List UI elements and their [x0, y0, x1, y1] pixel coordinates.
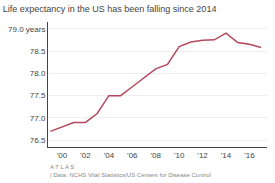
svg-text:Life expectancy in the US has: Life expectancy in the US has been falli…	[3, 4, 217, 14]
svg-text:'04: '04	[104, 151, 115, 160]
svg-text:77.5: 77.5	[30, 91, 46, 100]
svg-text:A T L A S: A T L A S	[50, 164, 74, 170]
svg-text:'16: '16	[244, 151, 255, 160]
svg-text:'02: '02	[80, 151, 91, 160]
svg-text:79.0 years: 79.0 years	[8, 25, 45, 34]
svg-text:| Data: NCHS Vital Statistics/: | Data: NCHS Vital Statistics/US Centers…	[50, 172, 211, 178]
svg-text:78.5: 78.5	[30, 47, 46, 56]
svg-text:'14: '14	[221, 151, 232, 160]
svg-text:'10: '10	[174, 151, 185, 160]
svg-text:78.0: 78.0	[30, 69, 46, 78]
svg-text:'06: '06	[127, 151, 138, 160]
svg-text:'00: '00	[57, 151, 68, 160]
svg-text:76.5: 76.5	[30, 136, 46, 145]
svg-text:77.0: 77.0	[30, 114, 46, 123]
svg-text:'08: '08	[151, 151, 162, 160]
svg-text:'12: '12	[197, 151, 208, 160]
